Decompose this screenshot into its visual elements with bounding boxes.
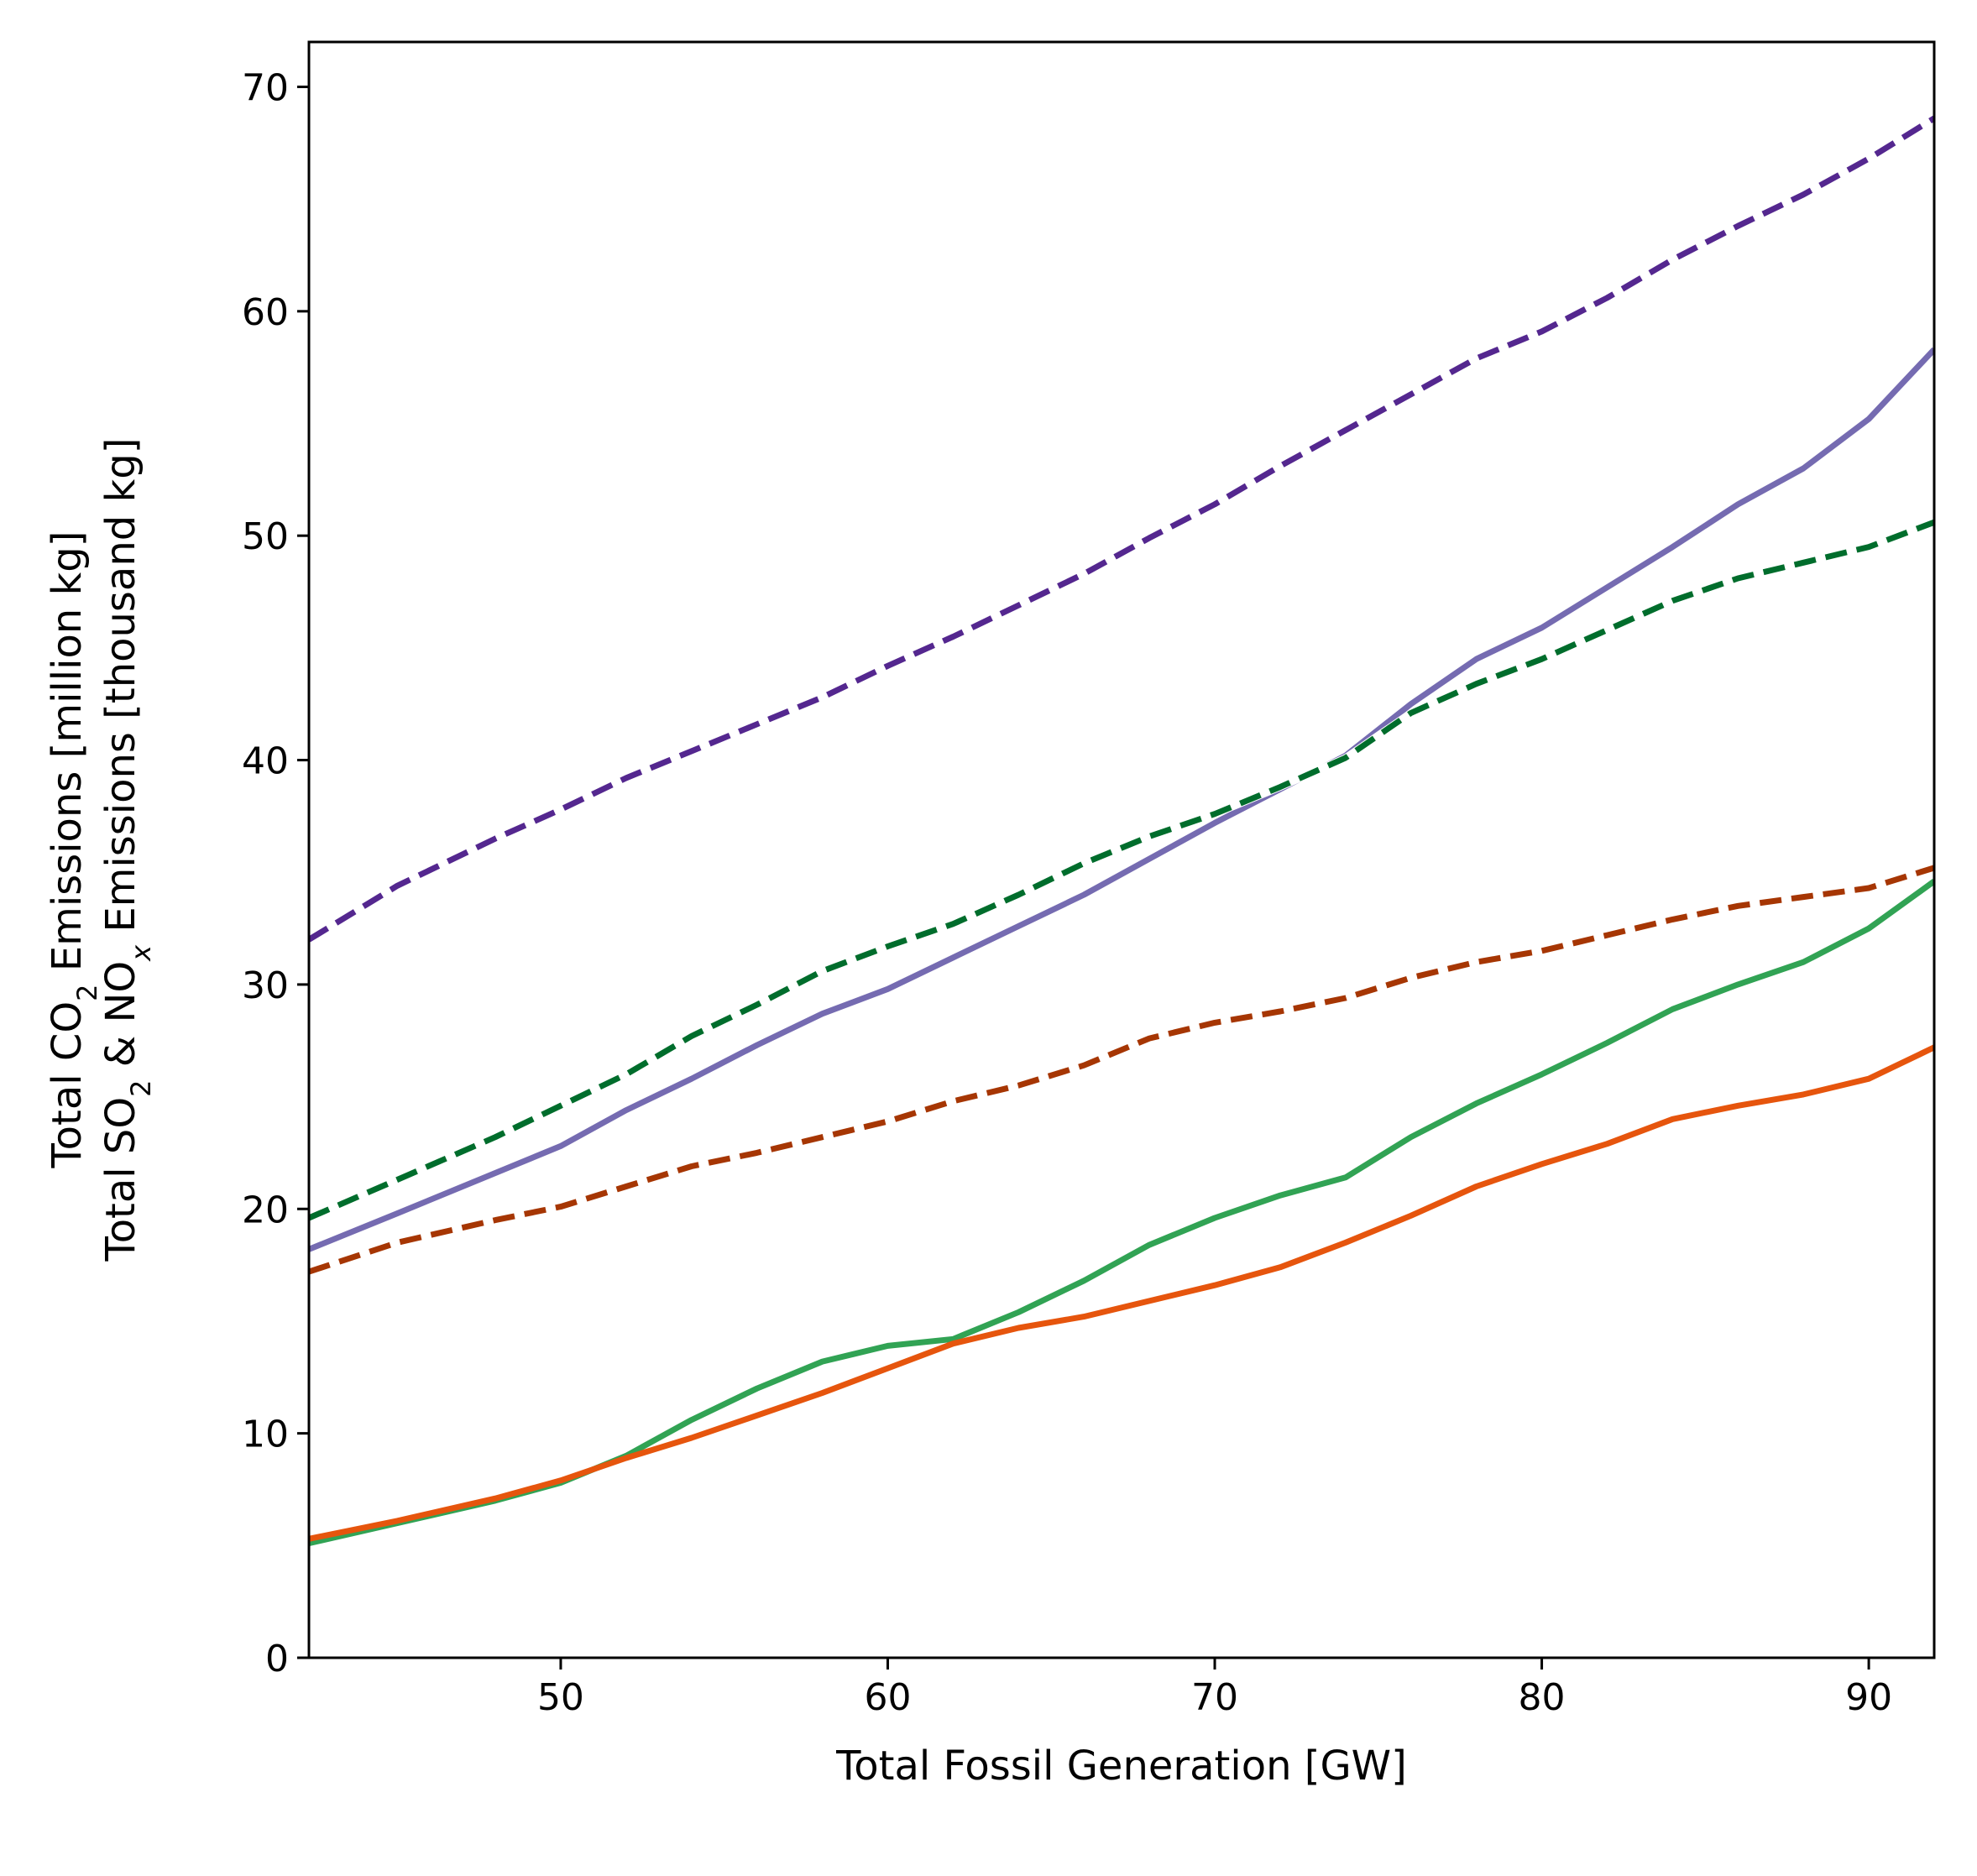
y-tick-label: 40 [242,740,289,783]
series-3-line [309,865,1934,1275]
x-axis-label: Total Fossil Generation [GW] [835,1743,1407,1790]
series-5-line [309,1044,1934,1542]
y-axis-label-line2: Total SO2 & NOx Emissions [thousand kg] [97,438,157,1262]
series-2-line [309,519,1934,1221]
x-tick-label: 60 [864,1676,911,1719]
x-tick-label: 80 [1519,1676,1566,1719]
x-tick-label: 90 [1845,1676,1892,1719]
y-axis: 0 10 20 30 40 50 60 70 [242,66,309,1680]
plot-lines [309,115,1934,1547]
x-axis: 50 60 70 80 90 [537,1658,1892,1719]
x-tick-label: 70 [1191,1676,1238,1719]
x-tick-label: 50 [537,1676,584,1719]
y-axis-label-line1: Total CO2 Emissions [million kg] [44,531,103,1169]
series-0-line [309,115,1934,943]
plot-frame [307,40,1936,1659]
y-tick-label: 0 [265,1638,289,1680]
y-tick-label: 30 [242,964,289,1007]
y-tick-label: 10 [242,1414,289,1456]
y-tick-label: 60 [242,291,289,334]
y-tick-label: 70 [242,66,289,109]
y-tick-label: 50 [242,515,289,558]
series-1-line [309,347,1934,1252]
y-tick-label: 20 [242,1189,289,1231]
